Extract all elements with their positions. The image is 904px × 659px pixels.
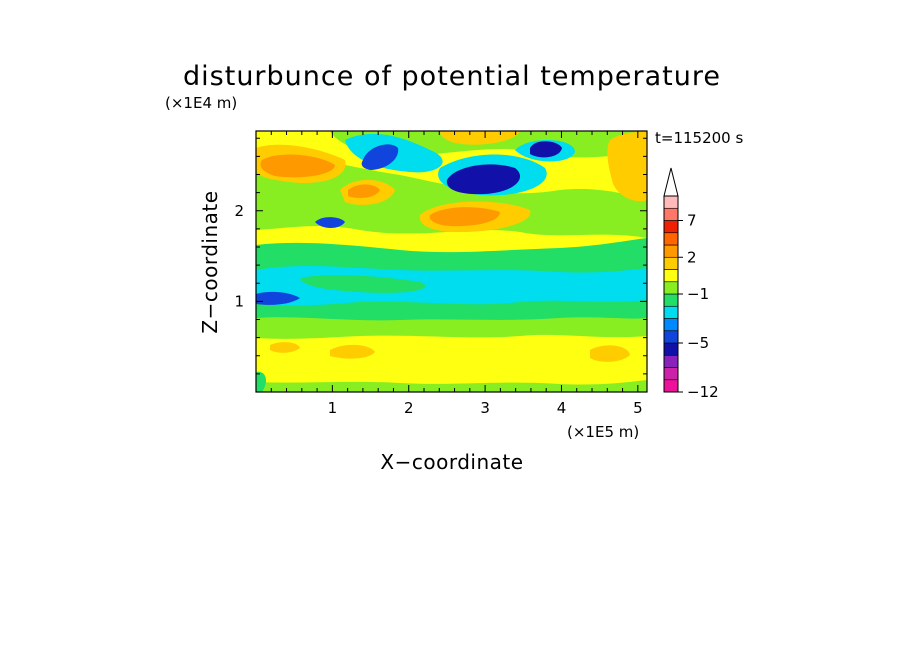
plot-frame <box>255 130 648 393</box>
contour-blue-center <box>446 164 521 195</box>
contour-green-bottom <box>256 380 647 392</box>
colorbar-swatch <box>663 281 679 295</box>
contour-orange-center-core <box>429 207 500 227</box>
x-tick-label: 5 <box>633 399 643 417</box>
colorbar-swatch <box>663 220 679 234</box>
colorbar-swatch <box>663 256 679 270</box>
y-scale-label: (×1E4 m) <box>165 94 237 112</box>
colorbar-swatch <box>663 318 679 332</box>
contour-blue-mid-band <box>256 291 300 305</box>
x-tick-label: 4 <box>557 399 567 417</box>
time-label: t=115200 s <box>655 129 743 147</box>
colorbar-tick-label: −12 <box>687 383 719 401</box>
contour-blue-small <box>315 217 345 228</box>
colorbar-swatch <box>663 244 679 258</box>
colorbar-swatch <box>663 379 679 393</box>
colorbar-swatch <box>663 330 679 344</box>
x-scale-label: (×1E5 m) <box>567 423 639 441</box>
colorbar-extend-arrow <box>663 167 679 197</box>
contour-orange-lower-b <box>590 345 630 362</box>
contour-field <box>256 131 647 392</box>
colorbar-swatch <box>663 195 679 209</box>
chart-title: disturbunce of potential temperature <box>183 61 721 92</box>
contour-red-left <box>260 154 335 178</box>
contour-blue-right <box>530 141 562 158</box>
colorbar-tick-label: 7 <box>687 212 697 230</box>
x-tick-label: 1 <box>328 399 338 417</box>
colorbar-swatch <box>663 367 679 381</box>
y-tick-label: 2 <box>234 202 244 220</box>
contour-green-bottom-left <box>256 371 267 392</box>
colorbar-swatch <box>663 269 679 283</box>
y-tick-label: 1 <box>234 292 244 310</box>
y-axis-label: Z−coordinate <box>198 190 222 333</box>
x-ticks: 1 2 3 4 5 <box>270 131 643 417</box>
colorbar-tick-label: −5 <box>687 334 709 352</box>
colorbar-swatch <box>663 207 679 221</box>
y-ticks: 12 <box>234 137 647 375</box>
colorbar-tick-label: −1 <box>687 285 709 303</box>
x-tick-label: 2 <box>404 399 414 417</box>
colorbar-swatch <box>663 293 679 307</box>
colorbar-swatch <box>663 305 679 319</box>
contour-orange-mid-left-core <box>348 184 380 198</box>
contour-orange-lower-c <box>270 342 300 353</box>
colorbar-swatch <box>663 342 679 356</box>
contour-orange-lower-a <box>330 344 375 359</box>
colorbar-tick-label: 2 <box>687 248 697 266</box>
x-tick-label: 3 <box>480 399 490 417</box>
x-axis-label: X−coordinate <box>380 450 523 474</box>
contour-lightgreen-lower <box>256 317 647 339</box>
contour-green-upper <box>256 159 647 238</box>
contour-orange-right <box>607 131 647 202</box>
colorbar-swatch <box>663 232 679 246</box>
colorbar-swatch <box>663 354 679 368</box>
colorbar: 7 2 −1 −5 −12 <box>663 167 719 401</box>
contour-green-inner <box>300 275 426 293</box>
contour-blue-left <box>361 144 399 170</box>
